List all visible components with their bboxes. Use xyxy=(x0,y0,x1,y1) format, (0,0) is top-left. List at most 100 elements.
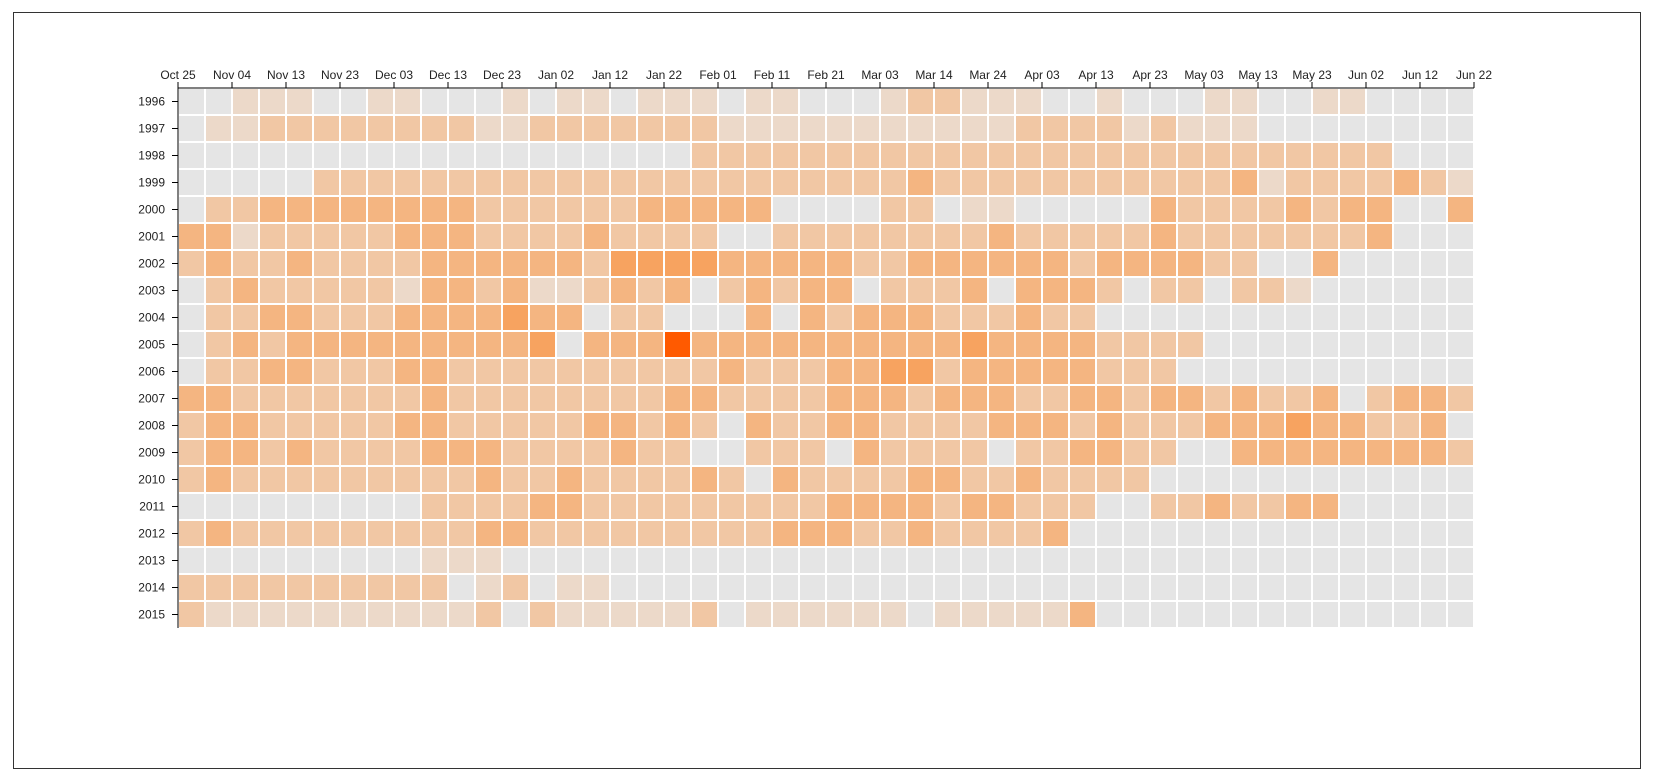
heatmap-cell xyxy=(395,170,420,195)
heatmap-cell xyxy=(1340,359,1365,384)
heatmap-cell xyxy=(314,548,339,573)
heatmap-cell xyxy=(287,116,312,141)
heatmap-cell xyxy=(611,170,636,195)
heatmap-cell xyxy=(395,197,420,222)
heatmap-cell xyxy=(368,224,393,249)
heatmap-cell xyxy=(1016,602,1041,627)
heatmap-cell xyxy=(395,521,420,546)
y-tick-label: 2003 xyxy=(138,284,165,298)
heatmap-cell xyxy=(935,170,960,195)
heatmap-cell xyxy=(611,197,636,222)
heatmap-cell xyxy=(206,89,231,114)
heatmap-cell xyxy=(341,548,366,573)
heatmap-cell xyxy=(1367,494,1392,519)
y-tick-label: 2012 xyxy=(138,527,165,541)
heatmap-cell xyxy=(935,602,960,627)
heatmap-cell xyxy=(1205,251,1230,276)
heatmap-cell xyxy=(368,521,393,546)
heatmap-cell xyxy=(881,521,906,546)
heatmap-cell xyxy=(314,521,339,546)
heatmap-cell xyxy=(1286,89,1311,114)
heatmap-cell xyxy=(1286,440,1311,465)
heatmap-cell xyxy=(1043,521,1068,546)
heatmap-cell xyxy=(287,305,312,330)
heatmap-cell xyxy=(1313,224,1338,249)
heatmap-cell xyxy=(827,575,852,600)
heatmap-cell xyxy=(503,197,528,222)
heatmap-cell xyxy=(719,251,744,276)
heatmap-cell xyxy=(1286,332,1311,357)
x-tick-label: Apr 23 xyxy=(1132,68,1168,82)
heatmap-cell xyxy=(827,440,852,465)
heatmap-cell xyxy=(395,305,420,330)
heatmap-cell xyxy=(1124,197,1149,222)
heatmap-cell xyxy=(341,224,366,249)
heatmap-cell xyxy=(422,602,447,627)
heatmap-cell xyxy=(368,494,393,519)
heatmap-cell xyxy=(989,467,1014,492)
heatmap-cell xyxy=(341,170,366,195)
heatmap-cell xyxy=(422,359,447,384)
heatmap-cell xyxy=(341,386,366,411)
heatmap-cell xyxy=(1421,278,1446,303)
heatmap-cell xyxy=(1097,440,1122,465)
heatmap-cell xyxy=(1448,305,1473,330)
heatmap-cell xyxy=(1448,521,1473,546)
heatmap-cell xyxy=(530,332,555,357)
heatmap-cell xyxy=(1178,170,1203,195)
heatmap-cell xyxy=(719,602,744,627)
heatmap-cell xyxy=(1124,278,1149,303)
x-tick-label: May 23 xyxy=(1292,68,1332,82)
heatmap-cell xyxy=(746,386,771,411)
heatmap-cell xyxy=(854,143,879,168)
heatmap-cell xyxy=(449,224,474,249)
heatmap-cell xyxy=(1313,332,1338,357)
heatmap-cell xyxy=(314,332,339,357)
heatmap-cell xyxy=(1070,143,1095,168)
heatmap-cell xyxy=(1421,305,1446,330)
heatmap-cell xyxy=(611,305,636,330)
heatmap-cell xyxy=(179,602,204,627)
y-tick-label: 1998 xyxy=(138,149,165,163)
heatmap-cell xyxy=(341,521,366,546)
heatmap-cell xyxy=(206,251,231,276)
heatmap-cell xyxy=(422,548,447,573)
heatmap-cell xyxy=(179,305,204,330)
y-tick-label: 2010 xyxy=(138,473,165,487)
heatmap-cell xyxy=(1178,359,1203,384)
heatmap-cell xyxy=(314,116,339,141)
heatmap-cell xyxy=(908,521,933,546)
heatmap-cell xyxy=(503,224,528,249)
heatmap-cell xyxy=(206,143,231,168)
heatmap-cell xyxy=(827,305,852,330)
heatmap-cell xyxy=(773,332,798,357)
heatmap-cell xyxy=(503,602,528,627)
heatmap-cell xyxy=(1367,602,1392,627)
x-tick-label: Dec 23 xyxy=(483,68,521,82)
heatmap-cell xyxy=(800,332,825,357)
heatmap-cell xyxy=(1394,440,1419,465)
heatmap-cell xyxy=(800,386,825,411)
heatmap-cell xyxy=(881,278,906,303)
heatmap-cell xyxy=(179,251,204,276)
heatmap-cell xyxy=(503,170,528,195)
heatmap-cell xyxy=(449,116,474,141)
x-tick-label: Jan 22 xyxy=(646,68,682,82)
heatmap-cell xyxy=(503,359,528,384)
heatmap-cell xyxy=(287,467,312,492)
heatmap-cell xyxy=(206,170,231,195)
heatmap-cell xyxy=(1070,521,1095,546)
heatmap-cell xyxy=(1178,386,1203,411)
heatmap-cell xyxy=(800,548,825,573)
heatmap-cell xyxy=(773,494,798,519)
heatmap-cell xyxy=(665,143,690,168)
heatmap-cell xyxy=(395,386,420,411)
heatmap-cell xyxy=(557,359,582,384)
heatmap-cell xyxy=(692,170,717,195)
heatmap-cell xyxy=(773,143,798,168)
heatmap-cell xyxy=(1259,494,1284,519)
heatmap-cell xyxy=(1043,332,1068,357)
heatmap-cell xyxy=(1448,386,1473,411)
heatmap-cell xyxy=(692,467,717,492)
heatmap-cell xyxy=(611,278,636,303)
